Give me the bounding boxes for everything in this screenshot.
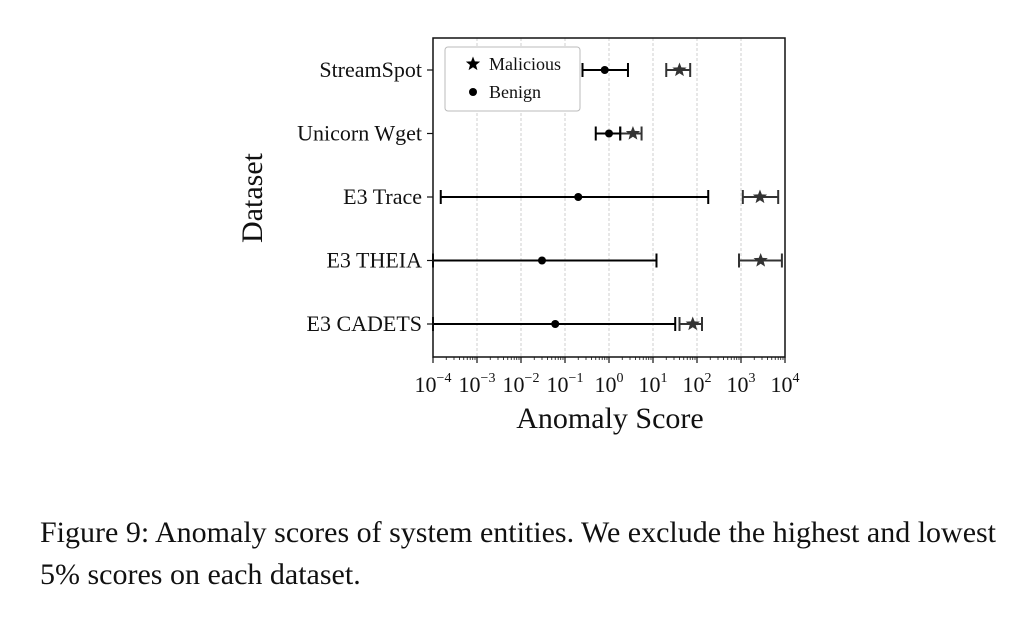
y-axis-title: Dataset <box>236 152 269 243</box>
malicious-star-marker <box>625 126 641 140</box>
x-tick-label: 100 <box>595 371 624 397</box>
tick-base: 10 <box>595 372 617 397</box>
legend-circle-icon <box>469 88 477 96</box>
tick-base: 10 <box>547 372 569 397</box>
tick-exponent: 1 <box>661 371 668 386</box>
malicious-star-marker <box>672 62 687 77</box>
data-markers <box>537 62 768 331</box>
malicious-star-marker <box>752 189 768 204</box>
y-category-label: E3 THEIA <box>326 248 422 273</box>
tick-exponent: −4 <box>437 371 452 386</box>
tick-exponent: 0 <box>617 371 624 386</box>
tick-exponent: 4 <box>793 371 800 386</box>
tick-base: 10 <box>459 372 481 397</box>
tick-base: 10 <box>639 372 661 397</box>
tick-base: 10 <box>683 372 705 397</box>
x-tick-label: 10−4 <box>415 371 452 397</box>
y-category-label: Unicorn Wget <box>297 121 422 146</box>
tick-base: 10 <box>503 372 525 397</box>
tick-exponent: −1 <box>569 371 584 386</box>
legend-label: Benign <box>489 82 541 102</box>
y-category-label: E3 Trace <box>343 184 422 209</box>
y-category-label: E3 CADETS <box>307 311 423 336</box>
y-category-label: StreamSpot <box>319 57 422 82</box>
benign-circle-marker <box>551 320 560 328</box>
tick-exponent: −3 <box>481 371 496 386</box>
benign-circle-marker <box>600 66 609 74</box>
x-tick-label: 10−2 <box>503 371 540 397</box>
x-tick-labels: 10−4 10−3 10−2 10−1 100 101 102 103 104 <box>415 371 800 397</box>
x-tick-label: 102 <box>683 371 712 397</box>
x-axis-title: Anomaly Score <box>516 402 703 435</box>
tick-base: 10 <box>771 372 793 397</box>
tick-exponent: 3 <box>749 371 756 386</box>
tick-exponent: −2 <box>525 371 540 386</box>
malicious-star-marker <box>753 253 768 267</box>
x-tick-label: 10−1 <box>547 371 584 397</box>
legend: Malicious Benign <box>444 46 581 112</box>
figure-caption: Figure 9: Anomaly scores of system entit… <box>40 516 997 591</box>
malicious-star-marker <box>685 316 700 331</box>
legend-label: Malicious <box>489 54 561 74</box>
x-tick-label: 101 <box>639 371 668 397</box>
legend-star-icon <box>465 56 481 71</box>
benign-circle-marker <box>537 256 546 265</box>
tick-base: 10 <box>727 372 749 397</box>
benign-circle-marker <box>605 129 613 138</box>
benign-circle-marker <box>574 193 583 201</box>
x-tick-label: 10−3 <box>459 371 496 397</box>
tick-base: 10 <box>415 372 437 397</box>
anomaly-score-chart: StreamSpot Unicorn Wget E3 Trace E3 THEIA E3… <box>236 37 800 435</box>
x-tick-label: 103 <box>727 371 756 397</box>
x-minor-ticks <box>432 357 786 363</box>
legend-box <box>444 46 581 112</box>
y-category-labels: StreamSpot Unicorn Wget E3 Trace E3 THEIA E3… <box>297 57 433 336</box>
x-tick-label: 104 <box>771 371 800 397</box>
tick-exponent: 2 <box>705 371 712 386</box>
